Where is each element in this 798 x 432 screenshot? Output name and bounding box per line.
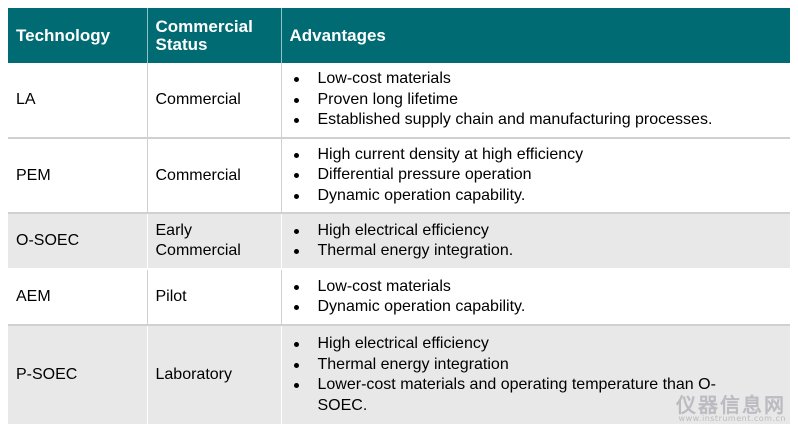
advantage-item: Low-cost materials <box>286 277 791 298</box>
cell-status: Pilot <box>147 269 282 326</box>
cell-status: Laboratory <box>147 325 282 426</box>
cell-advantages: High electrical efficiency Thermal energ… <box>281 213 791 270</box>
advantage-item: Established supply chain and manufacturi… <box>286 110 791 131</box>
advantage-item: Low-cost materials <box>286 69 791 90</box>
advantages-list: Low-cost materials Dynamic operation cap… <box>282 277 791 318</box>
cell-status: Early Commercial <box>147 213 282 270</box>
advantage-item: Thermal energy integration <box>286 355 731 376</box>
advantage-item: High electrical efficiency <box>286 334 731 355</box>
advantage-item: High electrical efficiency <box>286 221 791 242</box>
table-row: PEM Commercial High current density at h… <box>8 138 791 214</box>
header-commercial-status: Commercial Status <box>147 8 282 63</box>
cell-technology: P-SOEC <box>8 325 148 426</box>
advantages-list: High electrical efficiency Thermal energ… <box>282 334 791 416</box>
advantage-item: High current density at high efficiency <box>286 145 791 166</box>
advantage-item: Dynamic operation capability. <box>286 186 791 207</box>
advantage-item: Dynamic operation capability. <box>286 297 791 318</box>
electrolysis-technology-table: Technology Commercial Status Advantages … <box>8 8 790 426</box>
table-row: P-SOEC Laboratory High electrical effici… <box>8 325 791 426</box>
advantage-item: Proven long lifetime <box>286 90 791 111</box>
table-row: LA Commercial Low-cost materials Proven … <box>8 63 791 139</box>
advantages-list: High current density at high efficiency … <box>282 145 791 207</box>
advantages-list: High electrical efficiency Thermal energ… <box>282 221 791 262</box>
cell-technology: PEM <box>8 138 148 214</box>
cell-advantages: Low-cost materials Dynamic operation cap… <box>281 269 791 326</box>
cell-advantages: High current density at high efficiency … <box>281 138 791 214</box>
cell-technology: O-SOEC <box>8 213 148 270</box>
advantage-item: Lower-cost materials and operating tempe… <box>286 375 731 416</box>
cell-advantages: Low-cost materials Proven long lifetime … <box>281 63 791 139</box>
watermark-title: 仪器信息网 <box>676 393 786 417</box>
watermark-url: www.instrument.com.cn <box>678 414 786 423</box>
header-technology: Technology <box>8 8 148 63</box>
cell-status: Commercial <box>147 63 282 139</box>
header-advantages: Advantages <box>281 8 790 63</box>
cell-technology: AEM <box>8 269 148 326</box>
site-watermark: 仪器信息网 www.instrument.com.cn <box>676 393 786 426</box>
advantages-list: Low-cost materials Proven long lifetime … <box>282 69 791 131</box>
cell-technology: LA <box>8 63 148 139</box>
advantage-item: Thermal energy integration. <box>286 241 791 262</box>
cell-advantages: High electrical efficiency Thermal energ… <box>281 325 791 426</box>
table-row: AEM Pilot Low-cost materials Dynamic ope… <box>8 269 791 326</box>
table-row: O-SOEC Early Commercial High electrical … <box>8 213 791 270</box>
cell-status: Commercial <box>147 138 282 214</box>
advantage-item: Differential pressure operation <box>286 165 791 186</box>
table-header-row: Technology Commercial Status Advantages <box>8 8 790 63</box>
